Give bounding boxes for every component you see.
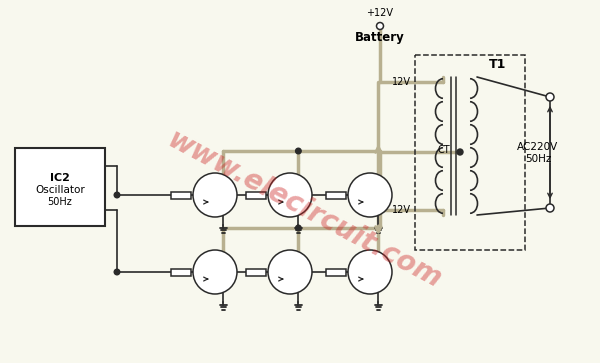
Circle shape	[114, 192, 120, 198]
Circle shape	[546, 93, 554, 101]
Circle shape	[457, 149, 463, 155]
Circle shape	[193, 173, 237, 217]
Bar	[171, 192, 191, 199]
Text: 50Hz: 50Hz	[525, 154, 551, 163]
Text: 12V: 12V	[392, 205, 411, 215]
Bar	[15, 148, 105, 226]
Bar	[326, 269, 346, 276]
Text: IC2: IC2	[50, 173, 70, 183]
Text: +12V: +12V	[367, 8, 394, 18]
Circle shape	[546, 204, 554, 212]
Circle shape	[268, 250, 312, 294]
Text: 12V: 12V	[392, 77, 411, 87]
Circle shape	[296, 225, 301, 231]
Circle shape	[114, 269, 120, 275]
Bar	[246, 269, 266, 276]
Text: T1: T1	[489, 58, 506, 72]
Circle shape	[377, 23, 383, 29]
Bar	[246, 192, 266, 199]
Circle shape	[193, 250, 237, 294]
Bar	[171, 269, 191, 276]
Circle shape	[268, 173, 312, 217]
Text: Oscillator: Oscillator	[35, 185, 85, 195]
Text: Battery: Battery	[355, 32, 405, 45]
Text: CT: CT	[437, 145, 450, 155]
Text: 50Hz: 50Hz	[47, 197, 73, 207]
Text: AC220V: AC220V	[517, 142, 559, 151]
Circle shape	[348, 173, 392, 217]
Bar	[326, 192, 346, 199]
Bar	[415, 55, 525, 250]
Text: www.elecircuit.com: www.elecircuit.com	[163, 126, 447, 294]
Circle shape	[348, 250, 392, 294]
Circle shape	[296, 148, 301, 154]
